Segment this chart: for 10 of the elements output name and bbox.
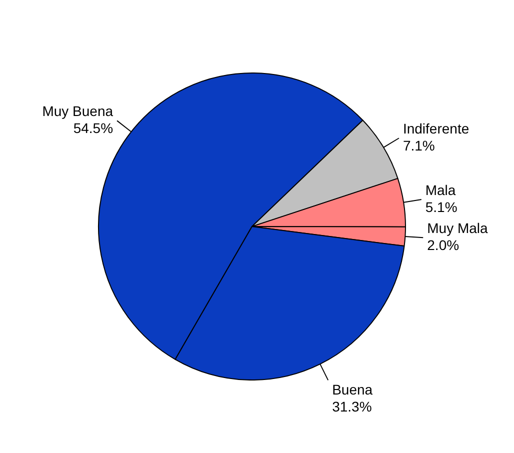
data-label: 54.5% (73, 120, 114, 136)
data-label: 31.3% (332, 398, 372, 415)
data-label: 2.0% (427, 236, 460, 253)
data-label: 7.1% (402, 137, 435, 154)
slice-label: Mala (425, 182, 456, 198)
slice-label: Muy Mala (427, 220, 488, 236)
slice-label: Buena (332, 382, 373, 398)
slice-label: Muy Buena (42, 103, 114, 120)
data-label: 5.1% (425, 198, 458, 215)
slice-label: Indiferente (402, 120, 470, 136)
